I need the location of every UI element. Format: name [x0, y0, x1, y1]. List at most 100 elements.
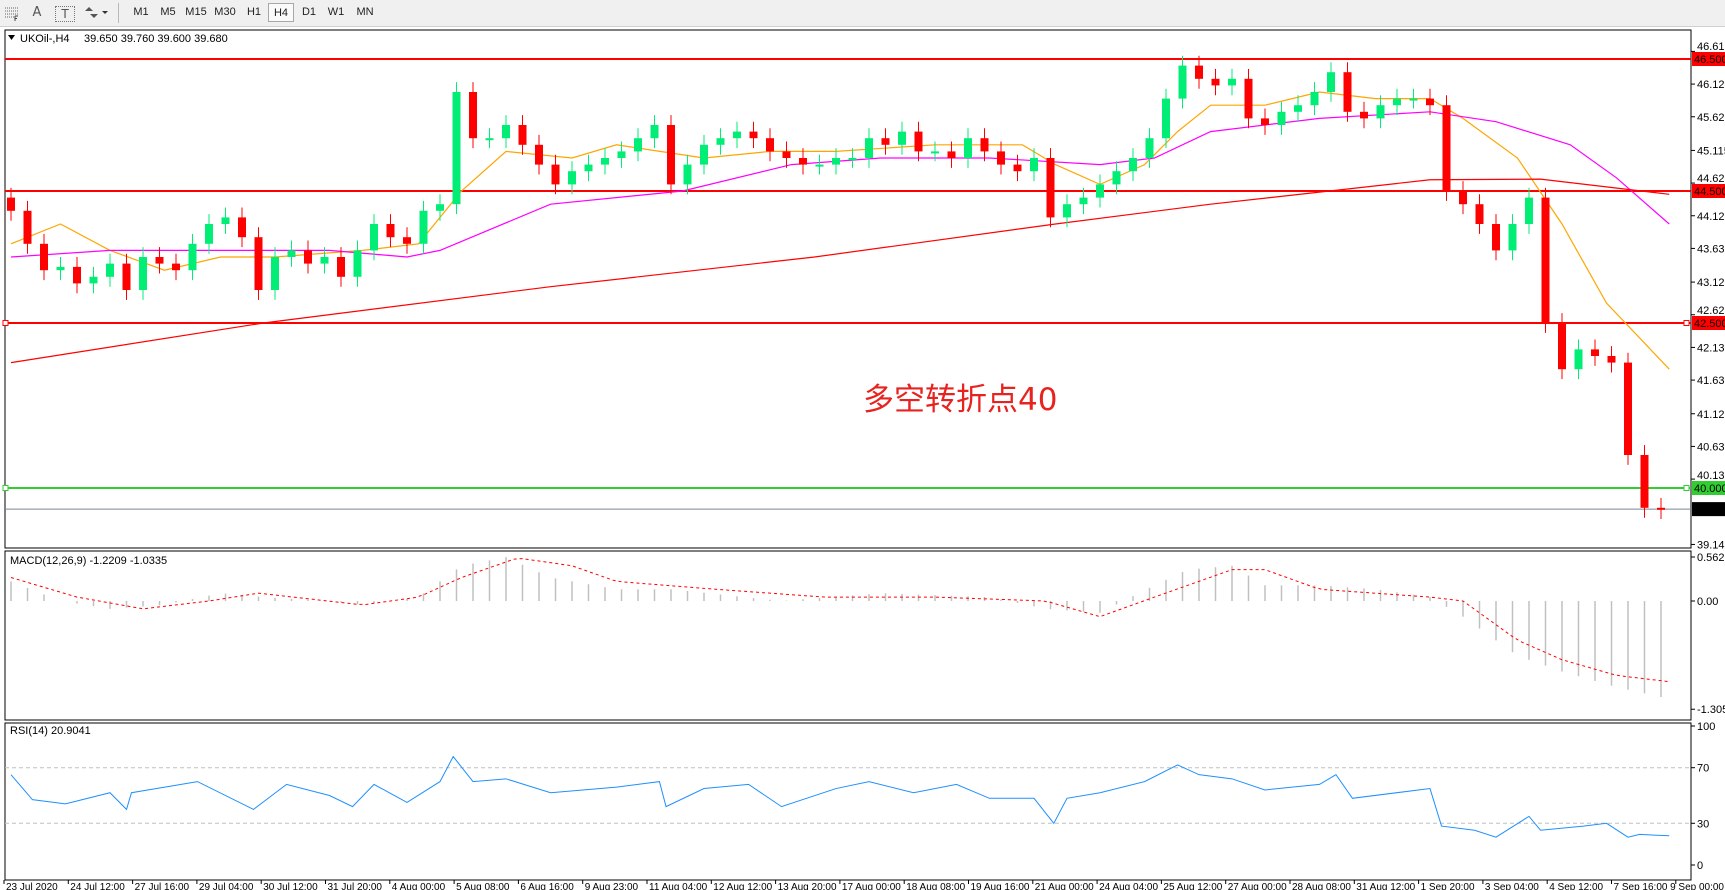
candle [254, 237, 263, 290]
candle [1591, 349, 1599, 356]
symbol-label: UKOil-,H4 [20, 33, 70, 45]
candle [1129, 158, 1137, 172]
price-label-46.500: 46.500 [1694, 54, 1725, 66]
time-tick-label: 24 Aug 04:00 [1099, 882, 1158, 890]
toolbar-separator [118, 3, 119, 23]
candle [518, 125, 527, 145]
time-tick-label: 17 Aug 00:00 [842, 882, 901, 890]
candle [1046, 158, 1055, 218]
line-handle[interactable] [2, 320, 9, 326]
collapse-triangle-icon[interactable] [8, 35, 15, 40]
candle [815, 164, 824, 167]
candle [1079, 197, 1088, 205]
price-tick-label: 40.630 [1697, 441, 1725, 453]
candle [1327, 72, 1335, 92]
candle [469, 92, 477, 139]
candle [1294, 105, 1302, 112]
candle [535, 144, 543, 165]
price-tick-label: 40.135 [1697, 470, 1725, 482]
candle [881, 138, 890, 145]
time-tick-label: 23 Jul 2020 [6, 882, 58, 890]
line-handle[interactable] [1683, 320, 1690, 326]
rsi-tick-label: 30 [1697, 818, 1709, 830]
text-icon[interactable]: A [32, 5, 42, 20]
time-tick-label: 18 Aug 08:00 [906, 882, 965, 890]
price-tick-label: 39.145 [1697, 539, 1725, 551]
candle [1459, 191, 1467, 205]
price-tick-label: 42.130 [1697, 342, 1725, 354]
candle [1426, 98, 1434, 106]
price-tick-label: 41.635 [1697, 375, 1725, 387]
time-tick-label: 11 Aug 04:00 [649, 882, 708, 890]
candle [980, 138, 989, 152]
candle [865, 138, 873, 158]
candle [1558, 323, 1566, 370]
candle [1657, 507, 1665, 510]
candle [749, 131, 758, 139]
candle [1409, 98, 1418, 101]
candle [73, 266, 81, 284]
candle [667, 125, 675, 185]
candle [716, 138, 725, 145]
candle [7, 197, 15, 211]
candle [1624, 362, 1632, 455]
price-tick-label: 44.620 [1697, 173, 1725, 185]
candle [106, 263, 114, 277]
moving-average-line [10, 178, 1670, 364]
rsi-line [10, 755, 1670, 838]
candle [1013, 164, 1022, 172]
timeframe-m30-button[interactable]: M30 [214, 6, 236, 18]
timeframe-m15-button[interactable]: M15 [185, 6, 207, 18]
candle [287, 250, 296, 257]
candle [1063, 204, 1071, 218]
candle [1162, 98, 1170, 139]
price-label-box [1692, 316, 1725, 330]
candle [1475, 204, 1484, 224]
candle [1343, 72, 1352, 112]
price-label-box [1692, 481, 1725, 495]
candle [568, 171, 576, 185]
time-tick-label: 28 Aug 08:00 [1292, 882, 1351, 890]
candle [89, 276, 98, 284]
time-tick-label: 4 Aug 00:00 [392, 882, 446, 890]
candle [634, 138, 642, 152]
timeframe-d1-button[interactable]: D1 [301, 6, 317, 18]
main-chart-panel [4, 29, 1692, 549]
candle [1112, 171, 1121, 185]
arrows-icon[interactable] [82, 3, 110, 22]
candle [188, 243, 197, 271]
candle [931, 151, 939, 154]
price-label-box [1692, 52, 1725, 66]
timeframe-h4-button[interactable]: H4 [268, 3, 294, 22]
macd-signal-line [10, 558, 1670, 683]
macd-tick-label: 0.562 [1697, 552, 1725, 564]
timeframe-m5-button[interactable]: M5 [160, 6, 176, 18]
candle [1178, 65, 1187, 99]
rsi-label: RSI(14) 20.9041 [10, 725, 91, 737]
timeframe-mn-button[interactable]: MN [356, 6, 374, 18]
price-tick-label: 43.630 [1697, 243, 1725, 255]
candle [172, 263, 180, 271]
candle [205, 224, 213, 244]
candle [238, 217, 246, 238]
price-label-box [1692, 502, 1725, 517]
timeframe-m1-button[interactable]: M1 [133, 6, 149, 18]
time-tick-label: 21 Aug 00:00 [1035, 882, 1094, 890]
line-handle[interactable] [1683, 485, 1690, 491]
candle [1541, 197, 1550, 323]
text-label-icon[interactable]: T [55, 6, 75, 22]
price-label-44.500: 44.500 [1694, 186, 1725, 198]
candle [650, 125, 659, 139]
period-separator-icon[interactable] [2, 3, 22, 22]
candle [551, 164, 560, 185]
candle [320, 257, 329, 264]
timeframe-w1-button[interactable]: W1 [327, 6, 345, 18]
candle [1525, 197, 1533, 224]
time-tick-label: 4 Sep 12:00 [1549, 882, 1603, 890]
timeframe-h1-button[interactable]: H1 [246, 6, 262, 18]
candle [1228, 78, 1236, 86]
line-handle[interactable] [2, 485, 9, 491]
candle [799, 158, 807, 165]
ohlc-label: 39.650 39.760 39.600 39.680 [84, 33, 228, 45]
